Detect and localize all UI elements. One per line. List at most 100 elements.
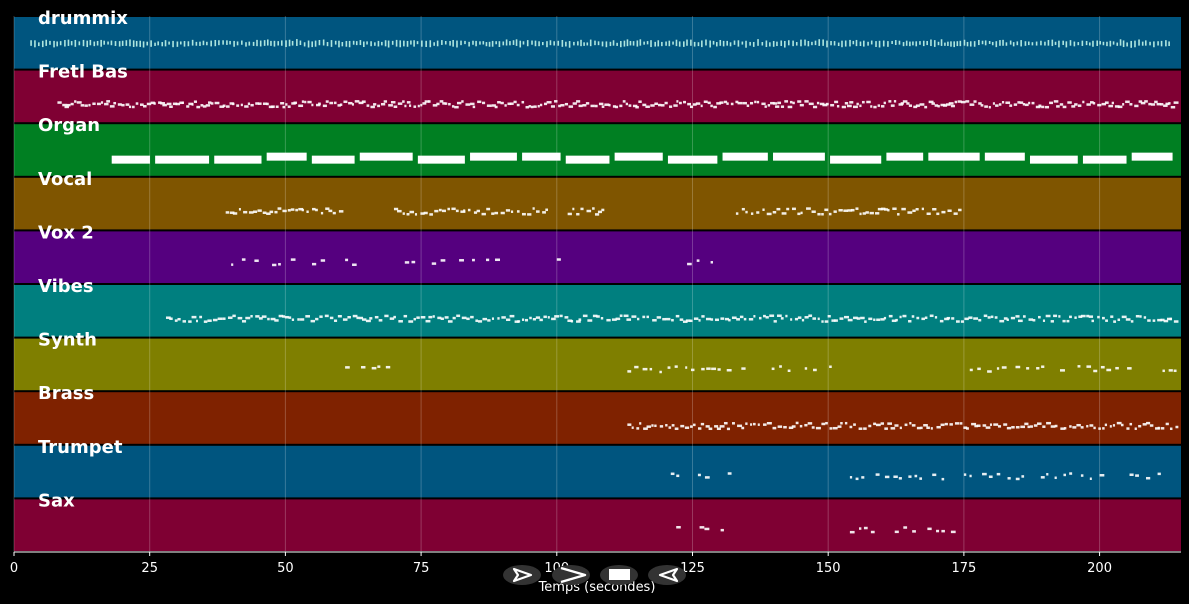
note bbox=[580, 207, 584, 211]
note bbox=[576, 320, 581, 323]
note bbox=[237, 316, 243, 320]
note bbox=[1020, 425, 1026, 429]
note bbox=[420, 103, 423, 107]
note bbox=[646, 425, 652, 428]
note bbox=[697, 473, 701, 477]
note bbox=[714, 425, 719, 428]
note bbox=[959, 422, 963, 425]
note bbox=[254, 259, 259, 262]
play-button[interactable] bbox=[503, 565, 541, 585]
note bbox=[1129, 473, 1134, 476]
rewind-button[interactable] bbox=[648, 565, 686, 585]
note bbox=[288, 39, 291, 47]
note bbox=[402, 100, 405, 103]
note bbox=[84, 104, 88, 107]
note bbox=[720, 317, 725, 320]
note bbox=[811, 41, 813, 46]
note bbox=[627, 370, 632, 373]
note bbox=[1044, 105, 1050, 109]
note bbox=[406, 40, 409, 47]
stop-button[interactable] bbox=[600, 565, 638, 585]
note bbox=[491, 104, 496, 107]
note bbox=[940, 39, 943, 46]
note bbox=[713, 105, 717, 109]
note bbox=[225, 211, 230, 214]
note bbox=[773, 320, 777, 323]
note bbox=[930, 427, 933, 430]
note bbox=[697, 427, 702, 430]
note bbox=[1074, 103, 1078, 106]
note bbox=[559, 314, 563, 318]
note bbox=[1138, 424, 1142, 428]
note bbox=[543, 315, 547, 319]
note bbox=[285, 40, 287, 48]
note bbox=[449, 41, 451, 46]
note bbox=[1148, 102, 1152, 106]
note bbox=[315, 208, 318, 212]
fast-forward-button[interactable] bbox=[552, 565, 590, 585]
note bbox=[908, 475, 912, 478]
note bbox=[481, 212, 486, 216]
note bbox=[911, 315, 915, 318]
note bbox=[873, 318, 876, 322]
note bbox=[612, 105, 617, 108]
note bbox=[649, 367, 653, 371]
note bbox=[676, 526, 681, 529]
note bbox=[908, 320, 912, 323]
note bbox=[706, 367, 711, 370]
note bbox=[667, 366, 671, 369]
note bbox=[701, 367, 705, 371]
note bbox=[161, 42, 164, 47]
note bbox=[326, 42, 329, 47]
note bbox=[904, 423, 908, 427]
note bbox=[34, 40, 36, 48]
note bbox=[45, 39, 48, 46]
note bbox=[971, 422, 977, 426]
note bbox=[404, 104, 407, 108]
note bbox=[899, 426, 902, 430]
note bbox=[807, 40, 810, 47]
note bbox=[354, 100, 360, 103]
note bbox=[861, 100, 865, 104]
note bbox=[1157, 472, 1161, 476]
note bbox=[524, 318, 529, 322]
note bbox=[1138, 39, 1140, 46]
note bbox=[1038, 104, 1042, 108]
note bbox=[769, 314, 775, 317]
note bbox=[1072, 426, 1077, 429]
note bbox=[919, 103, 925, 106]
note bbox=[291, 40, 294, 46]
note bbox=[577, 41, 579, 46]
note bbox=[828, 212, 832, 216]
note bbox=[436, 102, 440, 106]
playback-controls bbox=[503, 565, 686, 585]
note bbox=[701, 315, 705, 318]
note bbox=[886, 152, 924, 161]
note bbox=[1054, 476, 1057, 480]
note bbox=[726, 102, 729, 105]
note bbox=[824, 320, 829, 323]
note bbox=[625, 102, 629, 106]
note bbox=[553, 41, 555, 46]
note bbox=[539, 103, 543, 107]
note bbox=[470, 315, 474, 319]
note bbox=[582, 104, 587, 107]
note bbox=[652, 319, 657, 322]
note bbox=[665, 424, 668, 427]
note bbox=[1165, 422, 1169, 426]
note bbox=[831, 319, 836, 322]
track-label: Sax bbox=[38, 490, 75, 511]
note bbox=[1122, 40, 1125, 48]
note bbox=[564, 316, 569, 319]
note bbox=[731, 316, 737, 319]
note bbox=[808, 314, 813, 317]
note bbox=[1054, 424, 1058, 428]
note bbox=[236, 41, 239, 46]
note bbox=[867, 41, 869, 46]
note bbox=[756, 100, 760, 104]
note bbox=[784, 100, 789, 103]
note bbox=[406, 213, 410, 216]
note bbox=[1157, 318, 1162, 322]
note bbox=[911, 424, 916, 427]
note bbox=[236, 104, 240, 107]
